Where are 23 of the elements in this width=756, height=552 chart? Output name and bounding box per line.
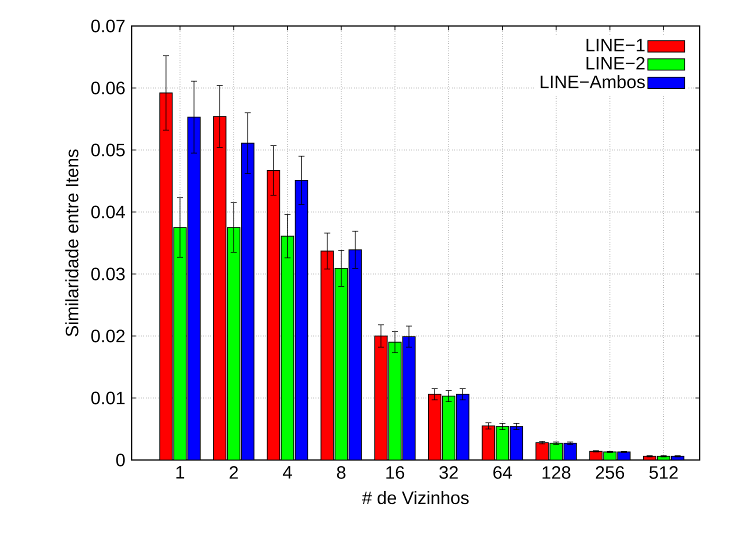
- x-tick-label: 512: [649, 466, 678, 479]
- x-tick-label: 32: [439, 466, 458, 479]
- x-tick-label: 8: [337, 466, 346, 479]
- x-tick-label: 256: [596, 466, 624, 479]
- legend-label: LINE−Ambos: [540, 75, 645, 88]
- y-tick-label: 0.05: [91, 144, 125, 156]
- y-tick-label: 0.02: [91, 330, 125, 342]
- x-tick-label: 64: [493, 466, 512, 479]
- legend-label: LINE−1: [586, 38, 645, 52]
- x-tick-label: 4: [282, 466, 292, 478]
- y-tick-label: 0.04: [91, 206, 125, 218]
- x-tick-label: 16: [386, 466, 404, 479]
- y-axis-title: Similaridade entre Itens: [65, 149, 78, 336]
- y-tick-label: 0.03: [91, 268, 125, 280]
- y-tick-label: 0.01: [91, 392, 125, 404]
- x-tick-label: 128: [542, 466, 570, 479]
- y-tick-label: 0.07: [91, 20, 125, 32]
- legend-label: LINE−2: [586, 56, 645, 70]
- x-tick-label: 2: [230, 466, 238, 479]
- y-tick-label: 0.06: [91, 82, 125, 94]
- x-tick-label: 1: [176, 466, 184, 478]
- y-tick-label: 0: [116, 454, 125, 466]
- x-axis-title: # de Vizinhos: [362, 491, 469, 504]
